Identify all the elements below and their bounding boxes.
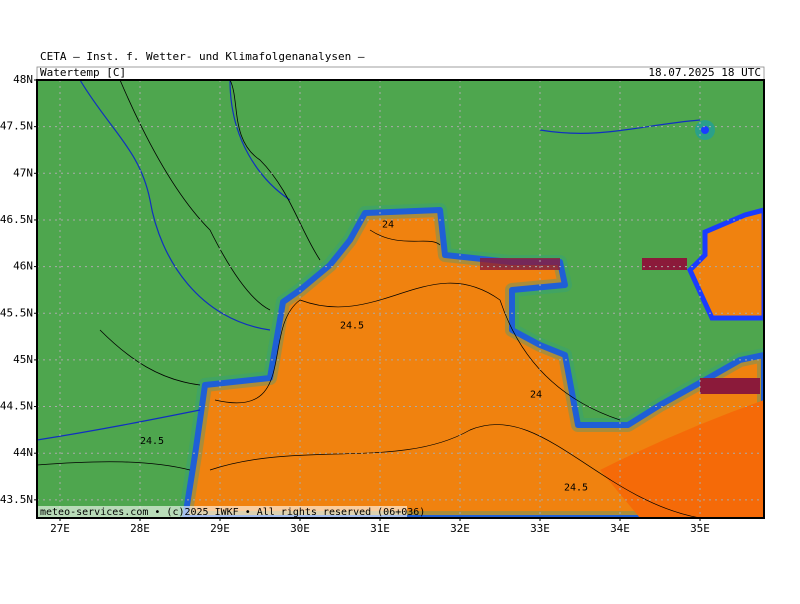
lon-label: 27E xyxy=(50,522,70,535)
contour-label: 24.5 xyxy=(140,436,164,447)
warm-patch xyxy=(700,378,760,394)
warm-patch xyxy=(642,258,687,270)
variable: Watertemp [C] xyxy=(40,66,126,79)
footer-bg xyxy=(37,506,407,518)
lat-label: 43.5N xyxy=(0,493,33,506)
lat-label: 44.5N xyxy=(0,400,33,413)
lat-label: 48N xyxy=(13,73,33,86)
rivers xyxy=(37,80,701,441)
lat-label: 47.5N xyxy=(0,120,33,133)
map-frame xyxy=(36,79,765,519)
contours xyxy=(209,229,701,518)
sea xyxy=(182,207,764,518)
lon-label: 32E xyxy=(450,522,470,535)
lon-label: 30E xyxy=(290,522,310,535)
lat-label: 45.5N xyxy=(0,306,33,319)
lat-label: 47N xyxy=(13,166,33,179)
lat-label: 45N xyxy=(13,353,33,366)
lat-label: 44N xyxy=(13,446,33,459)
borders xyxy=(37,80,321,471)
map-area: 24 24.5 24 24.5 24.5 meteo-services.com • (c… xyxy=(37,80,764,518)
valid-time: 18.07.2025 18 UTC xyxy=(648,66,761,79)
lon-label: 29E xyxy=(210,522,230,535)
warm-area xyxy=(600,400,764,518)
footer: meteo-services.com • (c)2025 IWKF • All … xyxy=(40,507,425,518)
lon-label: 33E xyxy=(530,522,550,535)
lat-label: 46.5N xyxy=(0,213,33,226)
contour-labels: 24 24.5 24 24.5 24.5 xyxy=(140,220,588,494)
lon-label: 28E xyxy=(130,522,150,535)
contour-label: 24.5 xyxy=(340,320,364,331)
axes: 48N 47.5N 47N 46.5N 46N 45.5N 45N 44.5N 44N 43.5N… xyxy=(0,73,710,535)
institute: CETA — Inst. f. Wetter- und Klimafolgena… xyxy=(40,50,365,63)
contour-label: 24 xyxy=(382,220,394,231)
lake xyxy=(701,126,709,134)
contour-label: 24.5 xyxy=(564,483,588,494)
warm-patch xyxy=(480,258,560,270)
lon-label: 35E xyxy=(690,522,710,535)
coast-shade xyxy=(178,203,764,518)
graticule xyxy=(37,80,764,518)
lon-label: 31E xyxy=(370,522,390,535)
lat-label: 46N xyxy=(13,260,33,273)
contour-label: 24 xyxy=(530,389,542,400)
lon-label: 34E xyxy=(610,522,630,535)
